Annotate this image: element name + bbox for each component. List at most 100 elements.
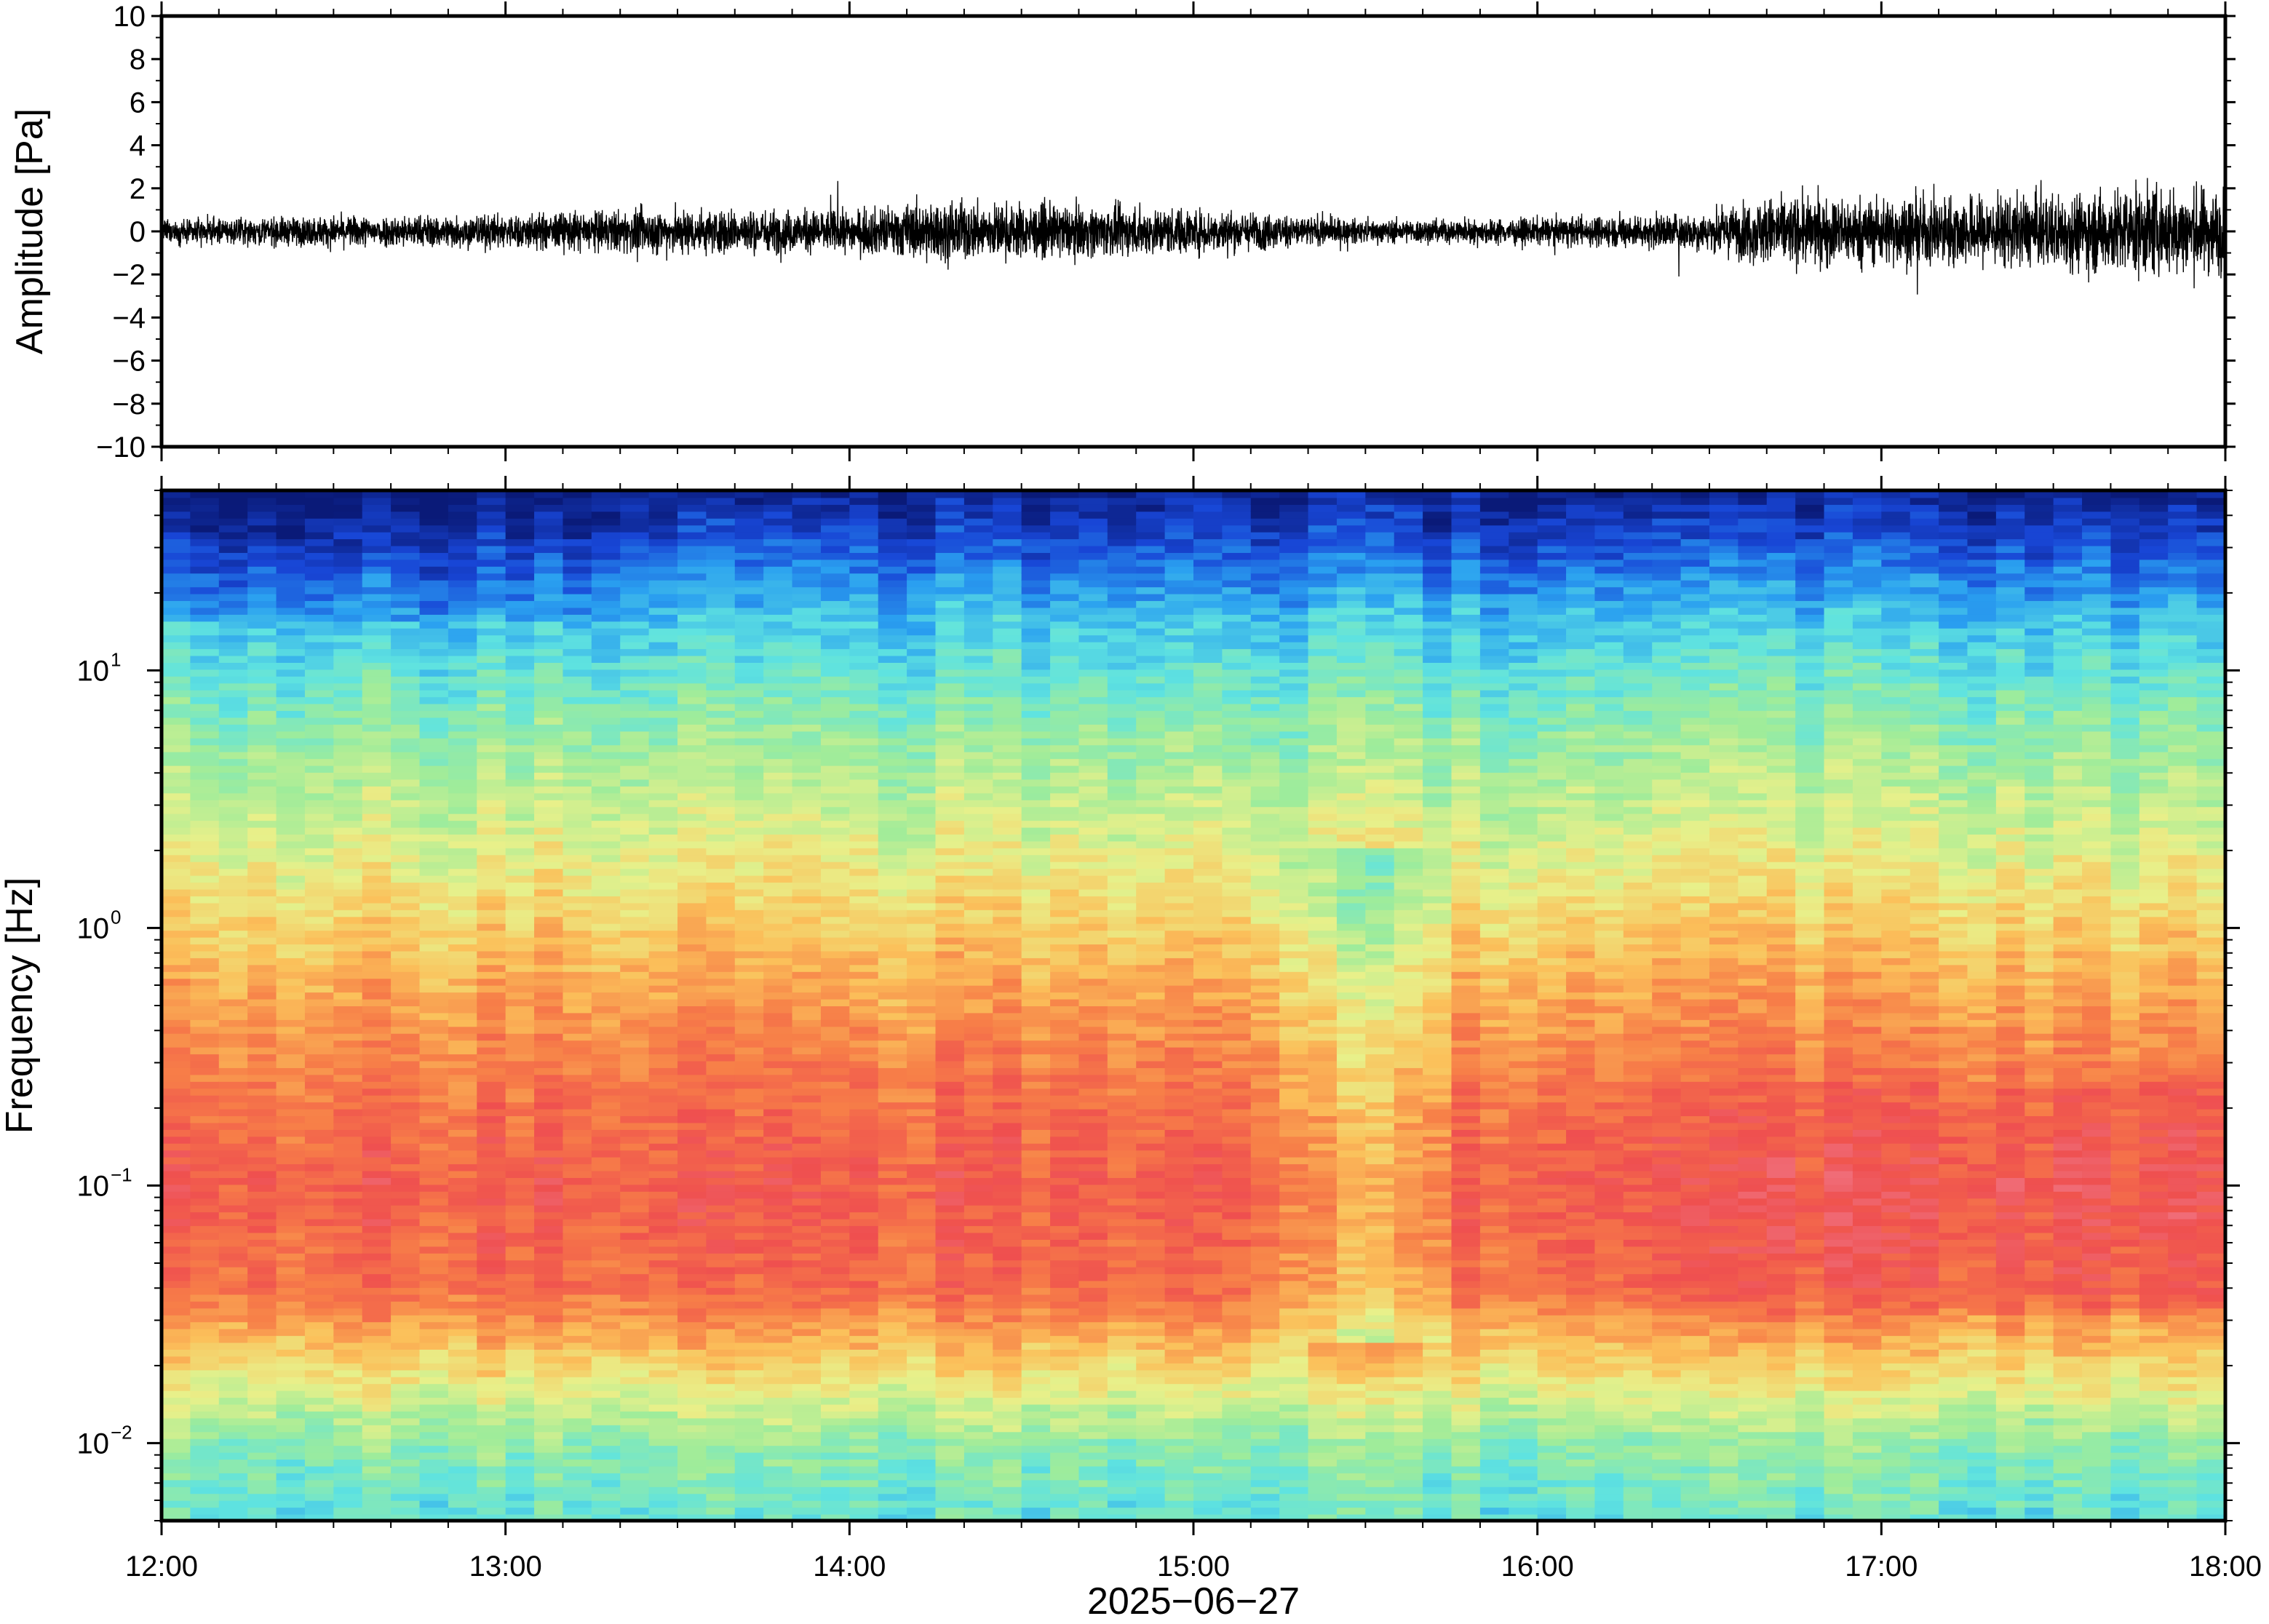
spectrogram-cell: [734, 621, 765, 629]
spectrogram-cell: [1021, 813, 1052, 821]
spectrogram-cell: [878, 490, 908, 498]
spectrogram-cell: [993, 1252, 1022, 1261]
spectrogram-cell: [190, 820, 220, 828]
spectrogram-cell: [1021, 503, 1052, 512]
spectrogram-cell: [534, 648, 564, 656]
spectrogram-cell: [706, 1307, 736, 1315]
spectrogram-cell: [362, 1287, 392, 1295]
spectrogram-cell: [792, 1300, 822, 1309]
spectrogram-cell: [304, 1335, 335, 1343]
spectrogram-cell: [419, 1507, 449, 1515]
spectrogram-cell: [247, 1225, 277, 1233]
spectrogram-cell: [276, 1190, 306, 1199]
spectrogram-cell: [477, 1417, 506, 1425]
spectrogram-cell: [591, 1424, 621, 1433]
spectrogram-cell: [648, 1088, 678, 1096]
spectrogram-cell: [734, 1019, 765, 1027]
spectrogram-cell: [849, 1452, 879, 1460]
spectrogram-cell: [648, 971, 678, 979]
spectrogram-cell: [448, 916, 478, 924]
spectrogram-cell: [391, 662, 421, 670]
spectrogram-cell: [477, 916, 506, 924]
spectrogram-cell: [1021, 992, 1052, 1000]
spectrogram-cell: [734, 593, 765, 602]
spectrogram-cell: [534, 964, 564, 972]
spectrogram-cell: [993, 538, 1022, 546]
spectrogram-cell: [534, 1362, 564, 1371]
spectrogram-cell: [677, 923, 707, 931]
spectrogram-cell: [591, 882, 621, 890]
spectrogram-cell: [820, 1431, 851, 1439]
spectrogram-cell: [477, 1232, 506, 1240]
spectrogram-cell: [534, 1294, 564, 1302]
spectrogram-cell: [763, 1266, 793, 1275]
spectrogram-cell: [419, 1006, 449, 1014]
spectrogram-cell: [907, 621, 937, 629]
spectrogram-cell: [907, 765, 937, 773]
spectrogram-cell: [247, 1356, 277, 1364]
spectrogram-cell: [878, 1349, 908, 1357]
spectrogram-cell: [820, 1054, 851, 1062]
spectrogram-cell: [963, 751, 994, 760]
spectrogram-cell: [763, 1349, 793, 1357]
spectrogram-cell: [820, 621, 851, 629]
spectrogram-cell: [162, 1129, 191, 1137]
spectrogram-cell: [792, 648, 822, 656]
spectrogram-cell: [763, 1136, 793, 1144]
spectrogram-cell: [391, 600, 421, 608]
spectrogram-cell: [849, 1328, 879, 1337]
spectrogram-cell: [993, 772, 1022, 780]
spectrogram-cell: [792, 1417, 822, 1425]
spectrogram-cell: [1021, 799, 1052, 808]
spectrogram-cell: [304, 717, 335, 725]
spectrogram-cell: [362, 902, 392, 910]
spectrogram-cell: [534, 552, 564, 560]
spectrogram-cell: [247, 984, 277, 993]
spectrogram-cell: [448, 1369, 478, 1377]
spectrogram-cell: [849, 710, 879, 718]
spectrogram-cell: [993, 552, 1022, 560]
spectrogram-cell: [849, 882, 879, 890]
spectrogram-cell: [763, 1122, 793, 1130]
spectrogram-cell: [591, 895, 621, 904]
spectrogram-cell: [505, 565, 536, 574]
spectrogram-cell: [162, 1424, 191, 1433]
spectrogram-cell: [820, 916, 851, 924]
spectrogram-cell: [563, 1424, 592, 1433]
spectrogram-cell: [333, 1431, 363, 1439]
spectrogram-cell: [563, 1362, 592, 1371]
spectrogram-cell: [448, 1204, 478, 1213]
spectrogram-cell: [935, 573, 965, 581]
spectrogram-cell: [763, 1204, 793, 1213]
spectrogram-cell: [391, 792, 421, 800]
spectrogram-cell: [677, 1383, 707, 1391]
spectrogram-cell: [963, 696, 994, 704]
spectrogram-cell: [878, 1342, 908, 1350]
spectrogram-cell: [505, 957, 536, 966]
spectrogram-cell: [648, 497, 678, 505]
spectrogram-cell: [820, 902, 851, 910]
spectrogram-cell: [218, 1163, 249, 1171]
spectrogram-cell: [276, 627, 306, 636]
spectrogram-cell: [677, 1479, 707, 1487]
spectrogram-cell: [190, 1232, 220, 1240]
spectrogram-cell: [563, 573, 592, 581]
spectrogram-cell: [591, 1459, 621, 1467]
spectrogram-cell: [1021, 1211, 1052, 1219]
spectrogram-cell: [792, 497, 822, 505]
spectrogram-cell: [218, 806, 249, 814]
spectrogram-cell: [505, 813, 536, 821]
spectrogram-cell: [706, 875, 736, 883]
spectrogram-cell: [706, 1383, 736, 1391]
spectrogram-cell: [333, 936, 363, 945]
spectrogram-cell: [505, 682, 536, 690]
spectrogram-cell: [333, 1204, 363, 1213]
spectrogram-cell: [391, 875, 421, 883]
spectrogram-cell: [763, 682, 793, 690]
spectrogram-cell: [935, 1390, 965, 1398]
spectrogram-cell: [677, 703, 707, 712]
spectrogram-cell: [820, 1006, 851, 1014]
spectrogram-cell: [276, 834, 306, 842]
spectrogram-cell: [648, 1032, 678, 1041]
